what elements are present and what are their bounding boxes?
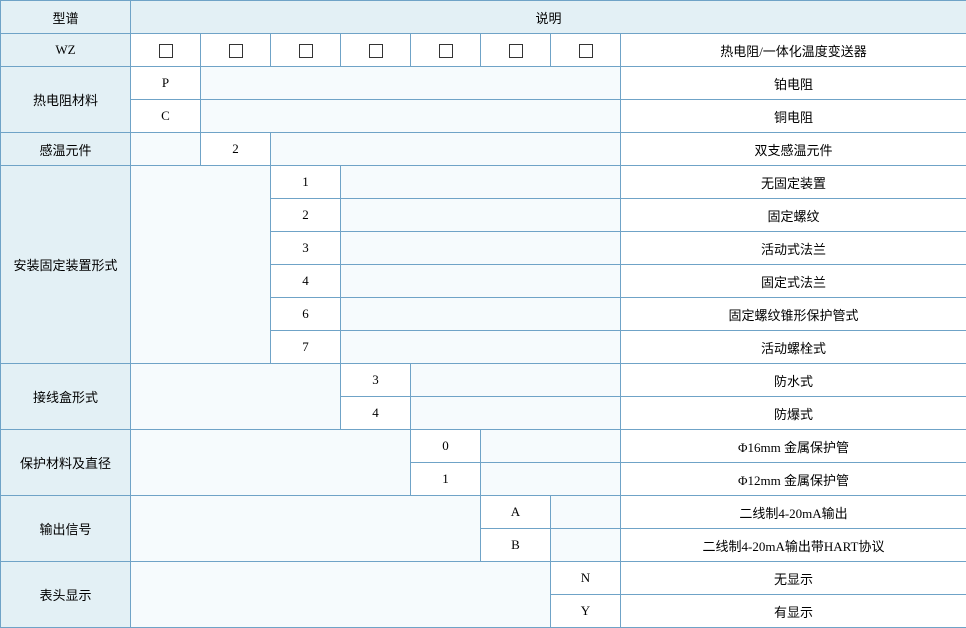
- mounting-desc-6: 固定螺纹锥形保护管式: [621, 298, 966, 331]
- output-desc-b: 二线制4-20mA输出带HART协议: [621, 529, 966, 562]
- sq-5: [411, 34, 481, 67]
- mounting-code-2: 2: [271, 199, 341, 232]
- material-label: 热电阻材料: [1, 67, 131, 133]
- output-desc-a: 二线制4-20mA输出: [621, 496, 966, 529]
- output-label: 输出信号: [1, 496, 131, 562]
- mounting-code-3: 3: [271, 232, 341, 265]
- header-desc: 说明: [131, 1, 966, 34]
- mounting-code-4: 4: [271, 265, 341, 298]
- empty: [411, 397, 621, 430]
- mounting-desc-1: 无固定装置: [621, 166, 966, 199]
- material-code-p: P: [131, 67, 201, 100]
- empty: [201, 67, 621, 100]
- protection-desc-0: Φ16mm 金属保护管: [621, 430, 966, 463]
- wz-label: WZ: [1, 34, 131, 67]
- junction-code-3: 3: [341, 364, 411, 397]
- material-desc-c: 铜电阻: [621, 100, 966, 133]
- empty: [131, 133, 201, 166]
- empty: [131, 562, 551, 628]
- protection-desc-1: Φ12mm 金属保护管: [621, 463, 966, 496]
- empty: [131, 166, 271, 364]
- empty: [341, 166, 621, 199]
- mounting-desc-3: 活动式法兰: [621, 232, 966, 265]
- empty: [271, 133, 621, 166]
- mounting-code-6: 6: [271, 298, 341, 331]
- mounting-label: 安装固定装置形式: [1, 166, 131, 364]
- mounting-desc-4: 固定式法兰: [621, 265, 966, 298]
- spec-table: 型谱 说明 WZ 热电阻/一体化温度变送器 热电阻材料 P 铂电阻 C 铜电阻 …: [0, 0, 966, 628]
- protection-code-0: 0: [411, 430, 481, 463]
- junction-label: 接线盒形式: [1, 364, 131, 430]
- mounting-code-7: 7: [271, 331, 341, 364]
- material-desc-p: 铂电阻: [621, 67, 966, 100]
- sensing-code: 2: [201, 133, 271, 166]
- empty: [341, 265, 621, 298]
- output-code-b: B: [481, 529, 551, 562]
- sensing-desc: 双支感温元件: [621, 133, 966, 166]
- empty: [341, 331, 621, 364]
- header-type: 型谱: [1, 1, 131, 34]
- junction-desc-4: 防爆式: [621, 397, 966, 430]
- empty: [481, 463, 621, 496]
- sq-4: [341, 34, 411, 67]
- display-desc-y: 有显示: [621, 595, 966, 628]
- protection-label: 保护材料及直径: [1, 430, 131, 496]
- empty: [481, 430, 621, 463]
- sq-7: [551, 34, 621, 67]
- sq-3: [271, 34, 341, 67]
- output-code-a: A: [481, 496, 551, 529]
- display-code-y: Y: [551, 595, 621, 628]
- mounting-desc-7: 活动螺栓式: [621, 331, 966, 364]
- empty: [341, 232, 621, 265]
- sq-2: [201, 34, 271, 67]
- wz-desc: 热电阻/一体化温度变送器: [621, 34, 966, 67]
- display-code-n: N: [551, 562, 621, 595]
- sq-6: [481, 34, 551, 67]
- sensing-label: 感温元件: [1, 133, 131, 166]
- material-code-c: C: [131, 100, 201, 133]
- empty: [131, 430, 411, 496]
- mounting-code-1: 1: [271, 166, 341, 199]
- empty: [201, 100, 621, 133]
- protection-code-1: 1: [411, 463, 481, 496]
- empty: [411, 364, 621, 397]
- empty: [551, 496, 621, 529]
- junction-code-4: 4: [341, 397, 411, 430]
- mounting-desc-2: 固定螺纹: [621, 199, 966, 232]
- empty: [131, 364, 341, 430]
- empty: [131, 496, 481, 562]
- empty: [341, 199, 621, 232]
- display-label: 表头显示: [1, 562, 131, 628]
- junction-desc-3: 防水式: [621, 364, 966, 397]
- empty: [341, 298, 621, 331]
- sq-1: [131, 34, 201, 67]
- empty: [551, 529, 621, 562]
- display-desc-n: 无显示: [621, 562, 966, 595]
